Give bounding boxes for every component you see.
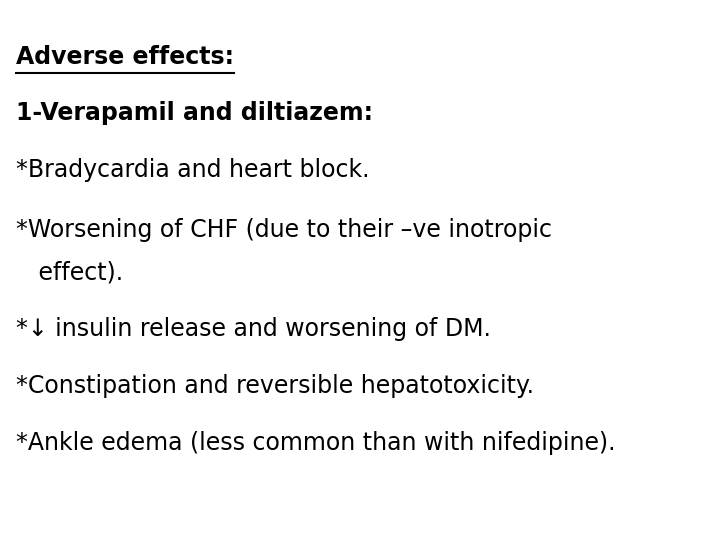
Text: *Constipation and reversible hepatotoxicity.: *Constipation and reversible hepatotoxic… — [16, 374, 534, 398]
Text: *Ankle edema (less common than with nifedipine).: *Ankle edema (less common than with nife… — [16, 431, 616, 455]
Text: *Worsening of CHF (due to their –ve inotropic: *Worsening of CHF (due to their –ve inot… — [16, 218, 552, 241]
Text: 1-Verapamil and diltiazem:: 1-Verapamil and diltiazem: — [16, 102, 373, 125]
Text: *↓ insulin release and worsening of DM.: *↓ insulin release and worsening of DM. — [16, 318, 491, 341]
Text: Adverse effects:: Adverse effects: — [16, 45, 234, 69]
Text: *Bradycardia and heart block.: *Bradycardia and heart block. — [16, 158, 369, 182]
Text: effect).: effect). — [16, 261, 123, 285]
